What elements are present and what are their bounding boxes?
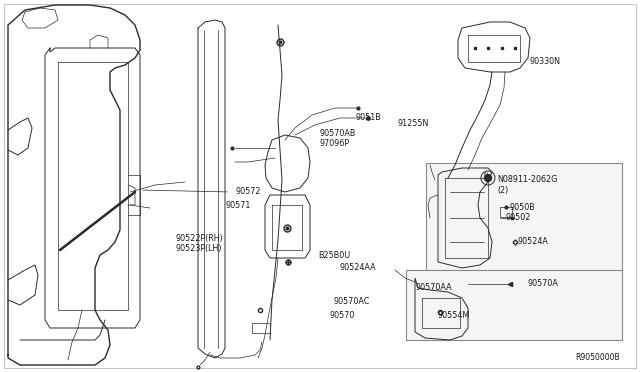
Text: 90570AC: 90570AC: [334, 298, 371, 307]
Text: N08911-2062G: N08911-2062G: [497, 176, 557, 185]
Text: 90522P(RH): 90522P(RH): [175, 234, 223, 243]
Text: 90524AA: 90524AA: [340, 263, 376, 273]
Bar: [406, 270, 622, 340]
Text: 9051B: 9051B: [356, 113, 381, 122]
Text: 90502: 90502: [505, 214, 531, 222]
Text: 90554M: 90554M: [438, 311, 470, 321]
Text: 90571: 90571: [225, 201, 250, 209]
Text: 90523P(LH): 90523P(LH): [175, 244, 221, 253]
Bar: [500, 207, 512, 217]
Text: B25B0U: B25B0U: [318, 250, 350, 260]
Text: 90570: 90570: [330, 311, 355, 320]
Bar: [426, 163, 622, 272]
Bar: [252, 323, 270, 333]
Text: 97096P: 97096P: [320, 140, 350, 148]
Text: 9050B: 9050B: [510, 202, 536, 212]
Text: 91255N: 91255N: [398, 119, 429, 128]
Circle shape: [484, 174, 492, 182]
Text: 90524A: 90524A: [518, 237, 549, 247]
Text: 90570AB: 90570AB: [320, 128, 356, 138]
Text: N: N: [483, 173, 487, 177]
Text: 90570AA: 90570AA: [415, 282, 452, 292]
Text: 90572: 90572: [236, 187, 262, 196]
Text: 90330N: 90330N: [530, 58, 561, 67]
Text: 90570A: 90570A: [528, 279, 559, 288]
Text: (2): (2): [497, 186, 508, 195]
Text: R9050000B: R9050000B: [575, 353, 620, 362]
